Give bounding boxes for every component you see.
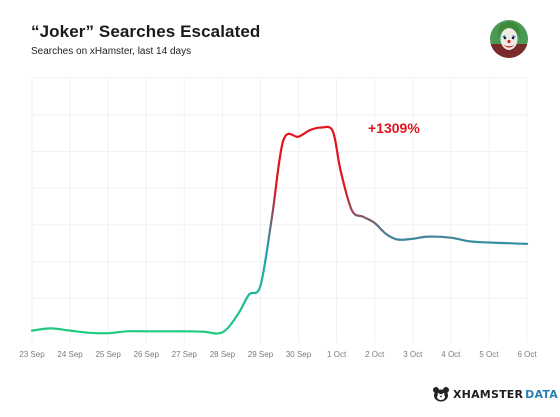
x-tick-label: 5 Oct [479,350,499,359]
series-line [30,125,529,335]
brand-suffix: DATA [525,387,558,401]
brand-name: XHAMSTER [453,387,524,401]
x-tick-label: 24 Sep [57,350,83,359]
x-tick-label: 2 Oct [365,350,385,359]
x-tick-label: 3 Oct [403,350,423,359]
x-tick-label: 26 Sep [134,350,160,359]
x-tick-label: 23 Sep [19,350,45,359]
x-tick-label: 6 Oct [517,350,537,359]
chart-title: “Joker” Searches Escalated [31,22,261,41]
x-tick-label: 30 Sep [286,350,312,359]
peak-annotation: +1309% [368,120,420,136]
brand-logo: XHAMSTER DATA [432,385,558,403]
joker-face-icon [490,20,528,58]
x-tick-label: 28 Sep [210,350,236,359]
x-tick-label: 1 Oct [327,350,347,359]
x-tick-label: 29 Sep [248,350,274,359]
chart-subtitle: Searches on xHamster, last 14 days [31,46,192,57]
gridlines [31,77,528,343]
x-tick-label: 25 Sep [95,350,121,359]
hamster-icon [433,387,449,402]
x-axis-tick-labels: 23 Sep 24 Sep 25 Sep 26 Sep 27 Sep 28 Sep 29 S… [19,350,537,359]
x-tick-label: 4 Oct [441,350,461,359]
x-tick-label: 27 Sep [172,350,198,359]
